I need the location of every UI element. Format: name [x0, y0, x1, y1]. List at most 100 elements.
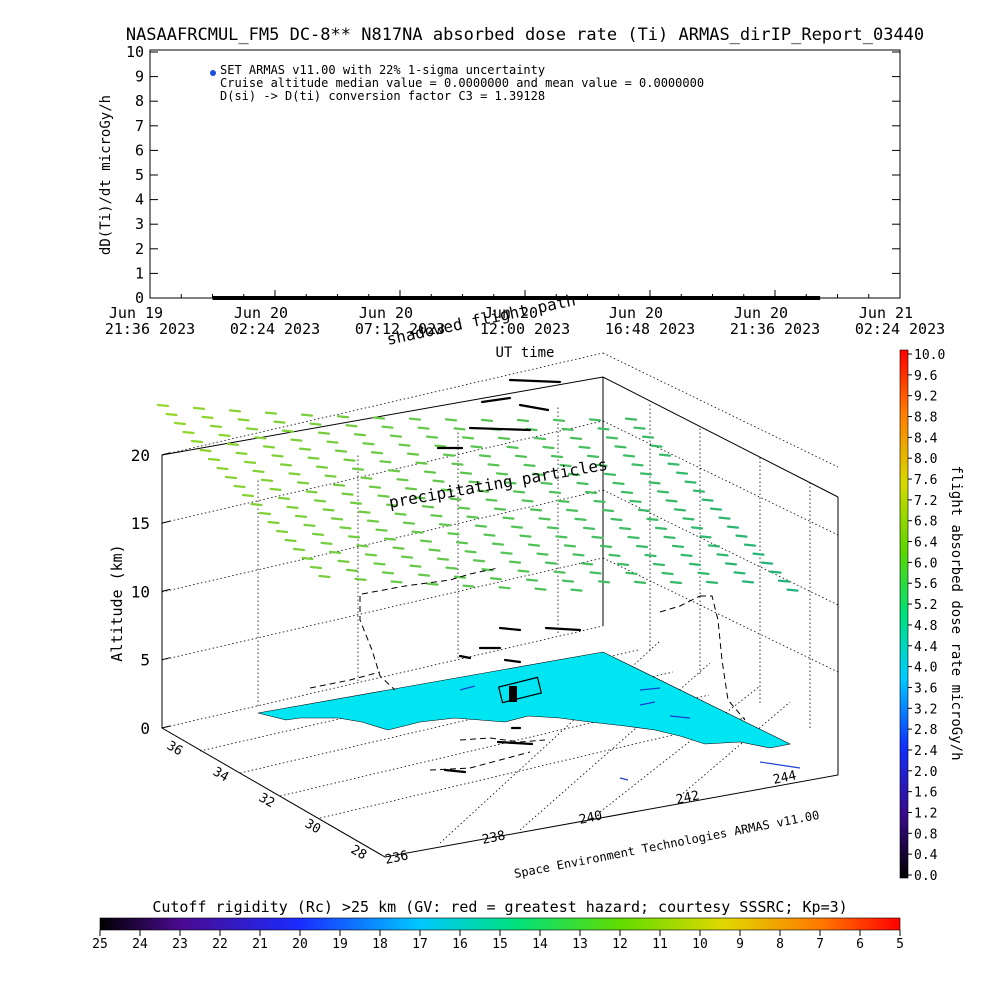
particle-dash	[360, 476, 373, 480]
particle-dash	[663, 535, 676, 539]
particle-dash	[281, 429, 295, 433]
particle-dash	[250, 502, 263, 507]
particle-dash	[430, 514, 443, 518]
particle-dash	[591, 535, 604, 539]
dose-rate-colorbar-ticks: 10.0 9.6 9.2 8.8 8.4 8.0 7.6 7.2 6.8 6.4 6.0 5.6 5.2…	[908, 348, 945, 884]
particle-dash	[226, 442, 240, 446]
particle-dash	[271, 454, 284, 458]
particle-dash	[553, 570, 566, 574]
altitude-tick-label: 20	[131, 446, 150, 465]
particle-dash	[273, 420, 286, 424]
particle-dash	[252, 469, 265, 473]
particle-dash	[682, 517, 695, 521]
particle-dash	[356, 544, 369, 548]
particle-dash	[646, 517, 659, 521]
particle-dash	[389, 434, 403, 438]
particle-dash	[650, 444, 663, 448]
particle-dash	[777, 579, 791, 583]
y-tick-label: 7	[135, 117, 144, 135]
particle-dash	[387, 469, 401, 473]
latitude-tick-label: 30	[302, 816, 323, 837]
particle-dash	[489, 577, 503, 581]
particle-dash	[688, 562, 702, 566]
dose-rate-colorbar-tick-label: 8.0	[914, 452, 937, 467]
particle-dash	[542, 445, 555, 450]
particle-dash	[743, 543, 757, 547]
particle-dash	[504, 481, 517, 485]
particle-dash	[462, 584, 475, 588]
particle-dash	[459, 471, 473, 475]
particle-dash	[622, 454, 636, 458]
particle-dash	[375, 528, 388, 532]
particle-dash	[478, 454, 492, 458]
dose-rate-colorbar-tick-label: 7.6	[914, 473, 937, 488]
particle-dash	[341, 492, 354, 496]
particle-dash	[275, 529, 289, 534]
particle-dash	[303, 523, 316, 527]
particle-dash	[309, 565, 323, 570]
particle-dash	[309, 422, 322, 426]
particle-dash	[658, 453, 672, 457]
particle-dash	[680, 553, 693, 557]
cutoff-rigidity-tick-label: 24	[132, 937, 148, 952]
particle-dash	[769, 570, 782, 574]
particle-dash	[258, 511, 272, 516]
particle-dash	[216, 466, 229, 471]
cutoff-rigidity-tick-label: 8	[776, 937, 784, 952]
particle-dash	[525, 578, 539, 582]
particle-dash	[741, 580, 755, 584]
cutoff-rigidity-tick-label: 12	[612, 937, 628, 952]
dose-rate-colorbar-tick-label: 6.0	[914, 556, 937, 571]
particle-dash	[733, 571, 746, 575]
particle-dash	[383, 537, 397, 541]
particle-dash	[419, 539, 433, 543]
particle-dash	[426, 582, 439, 586]
particle-dash	[561, 579, 575, 583]
cutoff-rigidity-ticks: 25 24 23 22 21 20 19 18 17 16 15 14 13 12 11 10 9 8 7 6 5	[92, 930, 904, 952]
particle-dash	[493, 507, 507, 511]
particle-dash	[241, 493, 255, 498]
dose-rate-colorbar-tick-label: 3.6	[914, 681, 937, 696]
particle-dash	[254, 436, 267, 440]
particle-dash	[370, 451, 384, 455]
dose-rate-colorbar-tick-label: 0.0	[914, 869, 937, 884]
x-tick-label-time: 07:12 2023	[355, 320, 445, 338]
particle-dash	[269, 487, 282, 491]
flight-3d-panel: 0 5 10 15 20 36 34 32 30 28 236 238 240 242 244 Alti…	[108, 290, 839, 881]
dose-rate-colorbar-label: flight absorbed dose rate microGy/h	[948, 465, 964, 760]
particle-dash	[548, 490, 562, 494]
particle-dash	[786, 588, 799, 592]
x-tick-label-day: Jun 19	[109, 304, 163, 322]
particle-dash	[347, 535, 361, 539]
particle-dash	[243, 460, 257, 464]
particle-dash	[182, 430, 195, 435]
x-tick-label-time: 21:36 2023	[105, 320, 195, 338]
dose-rate-colorbar-tick-label: 1.6	[914, 786, 937, 801]
particle-dash	[277, 496, 291, 500]
particle-dash	[442, 453, 456, 457]
particle-dash	[516, 418, 530, 423]
particle-dash	[601, 508, 615, 513]
particle-dash	[428, 548, 441, 552]
particle-dash	[718, 516, 731, 520]
altitude-tick-label: 15	[131, 514, 150, 533]
particle-dash	[593, 499, 606, 504]
precipitating-particles	[156, 403, 799, 592]
particle-dash	[637, 508, 651, 512]
particle-dash	[296, 481, 310, 485]
terrain-surface	[257, 651, 791, 749]
particle-dash	[192, 406, 206, 410]
particle-dash	[417, 426, 430, 430]
particle-dash	[290, 438, 303, 442]
cutoff-rigidity-tick-label: 5	[896, 937, 904, 952]
altitude-tick-mark	[161, 725, 171, 729]
particle-dash	[644, 553, 657, 558]
x-tick-label-time: 16:48 2023	[605, 320, 695, 338]
legend-line-1: SET ARMAS v11.00 with 22% 1-sigma uncert…	[220, 63, 545, 77]
particle-dash	[406, 452, 420, 456]
cutoff-rigidity-tick-label: 7	[816, 937, 824, 952]
particle-dash	[555, 535, 568, 539]
flight-path-projection	[309, 567, 746, 771]
particle-dash	[618, 526, 632, 531]
particle-dash	[633, 580, 647, 584]
